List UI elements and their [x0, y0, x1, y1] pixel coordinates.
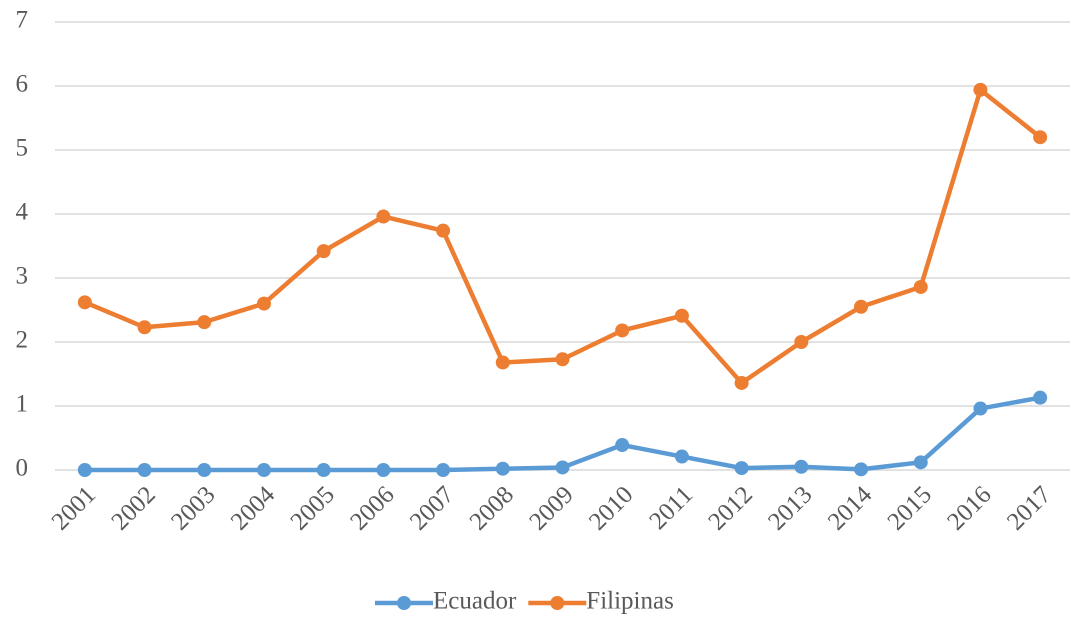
data-point	[77, 463, 92, 477]
data-point	[1033, 130, 1048, 145]
data-point	[734, 375, 749, 390]
x-tick-label: 2017	[1002, 481, 1056, 535]
x-tick-label: 2006	[345, 481, 399, 535]
y-tick-label: 6	[16, 71, 29, 98]
x-tick-label: 2003	[166, 481, 220, 535]
data-point	[794, 459, 809, 474]
data-point	[913, 279, 928, 294]
data-point	[794, 335, 809, 349]
data-point	[615, 438, 630, 453]
data-point	[913, 455, 928, 470]
x-tick-label: 2002	[106, 481, 160, 535]
legend-marker	[550, 596, 565, 610]
data-point	[854, 462, 869, 477]
data-point	[316, 244, 331, 259]
x-tick-label: 2016	[942, 481, 996, 535]
x-tick-label: 2009	[524, 481, 578, 535]
data-point	[674, 449, 689, 464]
data-point	[674, 308, 689, 323]
y-tick-label: 0	[16, 455, 29, 482]
y-tick-label: 7	[16, 7, 29, 34]
x-tick-label: 2012	[703, 481, 757, 535]
data-point	[137, 463, 152, 477]
data-point	[376, 209, 391, 224]
x-tick-label: 2001	[47, 481, 101, 535]
data-point	[973, 82, 988, 97]
data-point	[256, 296, 271, 311]
data-point	[197, 315, 212, 330]
data-point	[555, 352, 570, 367]
data-point	[376, 463, 391, 477]
x-tick-label: 2015	[883, 481, 937, 535]
x-tick-label: 2005	[286, 481, 340, 535]
y-tick-label: 5	[16, 135, 29, 162]
legend-marker	[397, 596, 411, 610]
data-point	[854, 299, 869, 314]
y-tick-label: 1	[16, 391, 29, 418]
data-point	[1033, 390, 1048, 405]
x-tick-label: 2008	[465, 481, 519, 535]
data-point	[555, 460, 570, 475]
data-point	[256, 463, 271, 477]
data-point	[615, 323, 630, 338]
data-point	[436, 463, 451, 477]
x-tick-label: 2013	[763, 481, 817, 535]
y-tick-label: 4	[16, 199, 29, 226]
x-tick-label: 2014	[823, 481, 878, 536]
data-point	[495, 355, 510, 370]
data-point	[197, 463, 212, 477]
data-point	[77, 295, 92, 310]
y-tick-label: 3	[16, 263, 29, 290]
data-point	[137, 320, 152, 335]
legend-label: Filipinas	[586, 588, 674, 615]
data-point	[973, 401, 988, 416]
data-point	[316, 463, 331, 477]
data-point	[495, 461, 510, 476]
legend-label: Ecuador	[433, 588, 517, 615]
data-point	[734, 461, 749, 476]
data-point	[436, 223, 451, 238]
y-tick-label: 2	[16, 327, 29, 354]
series-line	[83, 87, 1042, 386]
x-tick-label: 2010	[584, 481, 638, 535]
series-line	[84, 395, 1041, 473]
x-tick-label: 2004	[226, 481, 281, 536]
x-tick-label: 2011	[644, 481, 698, 535]
x-tick-label: 2007	[405, 481, 459, 535]
